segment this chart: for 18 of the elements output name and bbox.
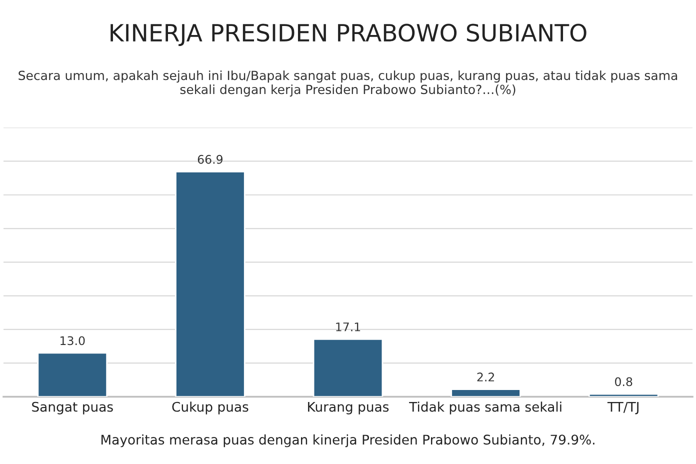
x-tick-label: TT/TJ (607, 402, 638, 414)
text: Mayoritas merasa puas dengan kinerja Presiden Prabowo Subianto, 79.9%. (102, 434, 594, 448)
data-label: 66.9 (198, 154, 223, 164)
bar (312, 338, 384, 397)
chart-title: KINERJA PRESIDEN PRABOWO SUBIANTO (110, 24, 586, 46)
bar (588, 393, 659, 397)
bar (175, 170, 246, 397)
x-tick-label: Kurang puas (308, 402, 389, 414)
data-label: 17.1 (336, 322, 360, 332)
x-tick-label: Tidak puas sama sekali (409, 402, 562, 414)
chart-subtitle: Secara umum, apakah sejauh ini Ibu/Bapak sangat puas, cukup puas, kurang puas, atau tidak puas sama sekali dengan kerja Presiden Prabowo Subianto?…(%) (18, 70, 678, 97)
bar (37, 352, 108, 397)
data-label: 13.0 (60, 336, 85, 346)
data-label: 0.8 (615, 377, 632, 386)
x-tick-label: Sangat puas (32, 402, 113, 414)
data-label: 2.2 (477, 372, 494, 382)
x-tick-label: Cukup puas (172, 402, 248, 414)
bar (450, 388, 521, 397)
